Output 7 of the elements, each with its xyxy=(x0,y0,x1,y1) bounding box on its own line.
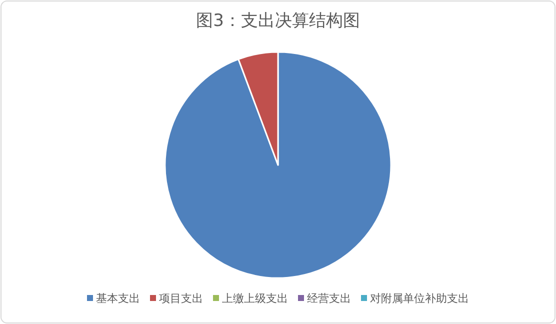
legend-label: 基本支出 xyxy=(96,292,140,305)
chart-title: 图3：支出决算结构图 xyxy=(196,11,360,31)
legend-label: 上缴上级支出 xyxy=(222,292,288,305)
legend-label: 对附属单位补助支出 xyxy=(370,292,469,305)
pie-slice xyxy=(164,51,392,279)
legend-label: 项目支出 xyxy=(159,292,203,305)
legend-label: 经营支出 xyxy=(307,292,351,305)
